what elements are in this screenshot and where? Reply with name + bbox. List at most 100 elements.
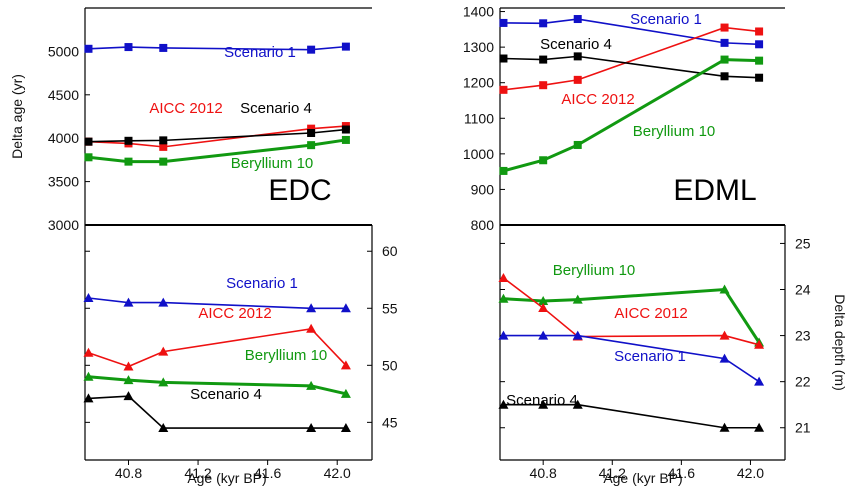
x-tick-label: 40.8 bbox=[115, 465, 142, 481]
series-label: Scenario 4 bbox=[190, 386, 262, 403]
series-label: Beryllium 10 bbox=[633, 123, 716, 140]
series-scenario-4: Scenario 4 bbox=[499, 36, 764, 82]
edml-depth-panel: 40.8 41.2 41.6 42.0 21 22 23 24 25 Delta depth (m… bbox=[498, 225, 847, 481]
data-point bbox=[84, 153, 93, 162]
data-point bbox=[158, 377, 169, 387]
data-point bbox=[499, 166, 508, 175]
y-tick-label: 3000 bbox=[48, 217, 79, 233]
data-point bbox=[499, 18, 508, 27]
edml-column: 800 900 1000 1100 1200 1300 1400 EDML Scenario 1… bbox=[463, 4, 847, 481]
data-point bbox=[124, 43, 133, 52]
series-label: AICC 2012 bbox=[198, 305, 271, 322]
data-point bbox=[720, 38, 729, 47]
data-point bbox=[573, 52, 582, 61]
x-tick-label: 41.6 bbox=[668, 465, 695, 481]
y-tick-label: 23 bbox=[795, 328, 811, 344]
data-point bbox=[754, 339, 765, 349]
x-tick-label: 41.6 bbox=[254, 465, 281, 481]
data-point bbox=[719, 284, 730, 294]
series-scenario-4: Scenario 4 bbox=[83, 386, 351, 433]
series-beryllium-10: Beryllium 10 bbox=[84, 135, 350, 172]
data-point bbox=[306, 323, 317, 333]
data-point bbox=[539, 55, 548, 64]
data-point bbox=[499, 54, 508, 63]
series-label: Beryllium 10 bbox=[231, 155, 314, 172]
y-tick-label: 800 bbox=[471, 217, 495, 233]
y-tick-label: 24 bbox=[795, 282, 811, 298]
x-axis-title-left: Age (kyr BP) bbox=[187, 470, 266, 486]
data-point bbox=[719, 353, 730, 363]
data-point bbox=[499, 85, 508, 94]
data-point bbox=[498, 399, 509, 409]
series-beryllium-10: Beryllium 10 bbox=[83, 347, 351, 398]
edc-depth-panel: 40.8 41.2 41.6 42.0 45 50 55 60 Scenario 1 AICC 2… bbox=[83, 225, 398, 481]
x-tick-label: 41.2 bbox=[184, 465, 211, 481]
data-point bbox=[539, 19, 548, 28]
series-label: AICC 2012 bbox=[614, 305, 687, 322]
data-point bbox=[123, 391, 134, 401]
y-tick-label: 25 bbox=[795, 235, 811, 251]
x-tick-label: 41.2 bbox=[599, 465, 626, 481]
data-point bbox=[158, 297, 169, 307]
y-tick-label: 22 bbox=[795, 374, 811, 390]
data-point bbox=[159, 136, 168, 145]
series-label: Beryllium 10 bbox=[245, 347, 328, 364]
series-label: AICC 2012 bbox=[149, 100, 222, 117]
data-point bbox=[755, 56, 764, 65]
y-tick-label: 4500 bbox=[48, 87, 79, 103]
x-tick-label: 42.0 bbox=[737, 465, 764, 481]
series-label: AICC 2012 bbox=[561, 91, 634, 108]
series-label: Scenario 4 bbox=[240, 100, 312, 117]
edc-age-y-axis-title: Delta age (yr) bbox=[9, 74, 25, 159]
data-point bbox=[719, 330, 730, 340]
series-scenario-4: Scenario 4 bbox=[84, 100, 350, 146]
y-tick-label: 1100 bbox=[464, 110, 494, 126]
data-point bbox=[720, 55, 729, 64]
data-point bbox=[124, 157, 133, 166]
data-point bbox=[340, 388, 351, 398]
data-point bbox=[307, 45, 316, 54]
data-point bbox=[340, 423, 351, 433]
series-label: Scenario 4 bbox=[540, 36, 612, 53]
data-point bbox=[573, 75, 582, 84]
data-point bbox=[720, 23, 729, 32]
y-tick-label: 45 bbox=[382, 414, 398, 430]
data-point bbox=[123, 361, 134, 371]
data-point bbox=[498, 330, 509, 340]
y-tick-label: 21 bbox=[795, 420, 811, 436]
series-label: Scenario 1 bbox=[614, 348, 686, 365]
y-tick-label: 4000 bbox=[48, 130, 79, 146]
edml-depth-y-axis-title: Delta depth (m) bbox=[832, 294, 847, 390]
data-point bbox=[83, 347, 94, 357]
data-point bbox=[538, 330, 549, 340]
data-point bbox=[720, 72, 729, 81]
data-point bbox=[158, 423, 169, 433]
data-point bbox=[341, 135, 350, 144]
data-point bbox=[340, 360, 351, 370]
edc-age-panel: 3000 3500 4000 4500 5000 Delta age (yr) EDC Sce… bbox=[9, 7, 372, 233]
data-point bbox=[123, 375, 134, 385]
series-scenario-4: Scenario 4 bbox=[498, 392, 765, 432]
y-tick-label: 50 bbox=[382, 357, 398, 373]
series-label: Scenario 1 bbox=[630, 11, 702, 28]
series-scenario-1: Scenario 1 bbox=[84, 42, 350, 61]
data-point bbox=[755, 73, 764, 82]
y-tick-label: 3500 bbox=[48, 174, 79, 190]
data-point bbox=[498, 272, 509, 282]
y-tick-label: 900 bbox=[471, 181, 495, 197]
data-point bbox=[755, 27, 764, 36]
data-point bbox=[307, 124, 316, 133]
data-point bbox=[754, 376, 765, 386]
data-point bbox=[307, 128, 316, 137]
data-point bbox=[572, 330, 583, 340]
series-aicc-2012: AICC 2012 bbox=[498, 272, 765, 349]
data-point bbox=[159, 157, 168, 166]
data-point bbox=[306, 303, 317, 313]
x-tick-label: 42.0 bbox=[324, 465, 351, 481]
data-point bbox=[307, 141, 316, 150]
data-point bbox=[572, 294, 583, 304]
data-point bbox=[123, 297, 134, 307]
data-point bbox=[539, 81, 548, 90]
data-point bbox=[84, 137, 93, 146]
